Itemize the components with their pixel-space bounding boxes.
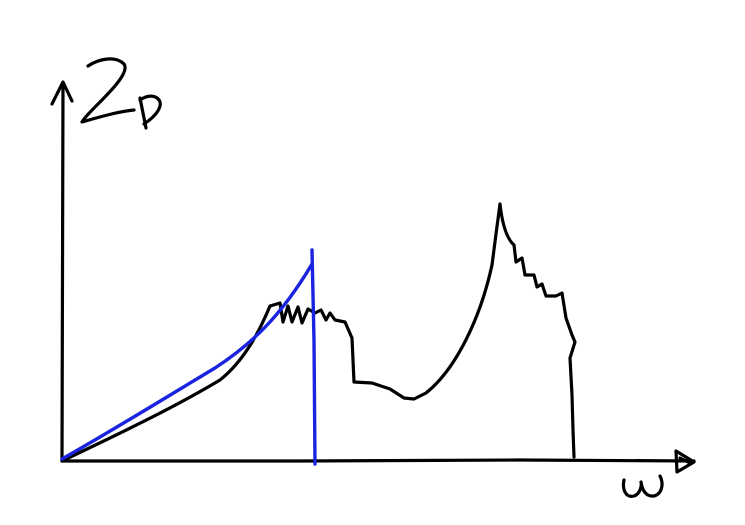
x-axis-label-omega	[621, 474, 664, 498]
y-axis-line	[60, 82, 65, 463]
y-axis	[50, 80, 74, 463]
black-response-curve	[60, 202, 577, 463]
x-axis	[60, 449, 696, 474]
blue-linear-ramp	[60, 262, 314, 461]
y-axis-arrowhead	[50, 80, 74, 106]
blue-cutoff-line	[310, 248, 317, 466]
blue-overlay	[60, 248, 317, 466]
y-axis-label-d	[138, 94, 162, 130]
x-axis-arrowhead	[674, 449, 696, 474]
y-axis-label	[80, 57, 162, 130]
y-axis-label-z	[80, 57, 136, 124]
x-axis-line	[60, 458, 696, 463]
